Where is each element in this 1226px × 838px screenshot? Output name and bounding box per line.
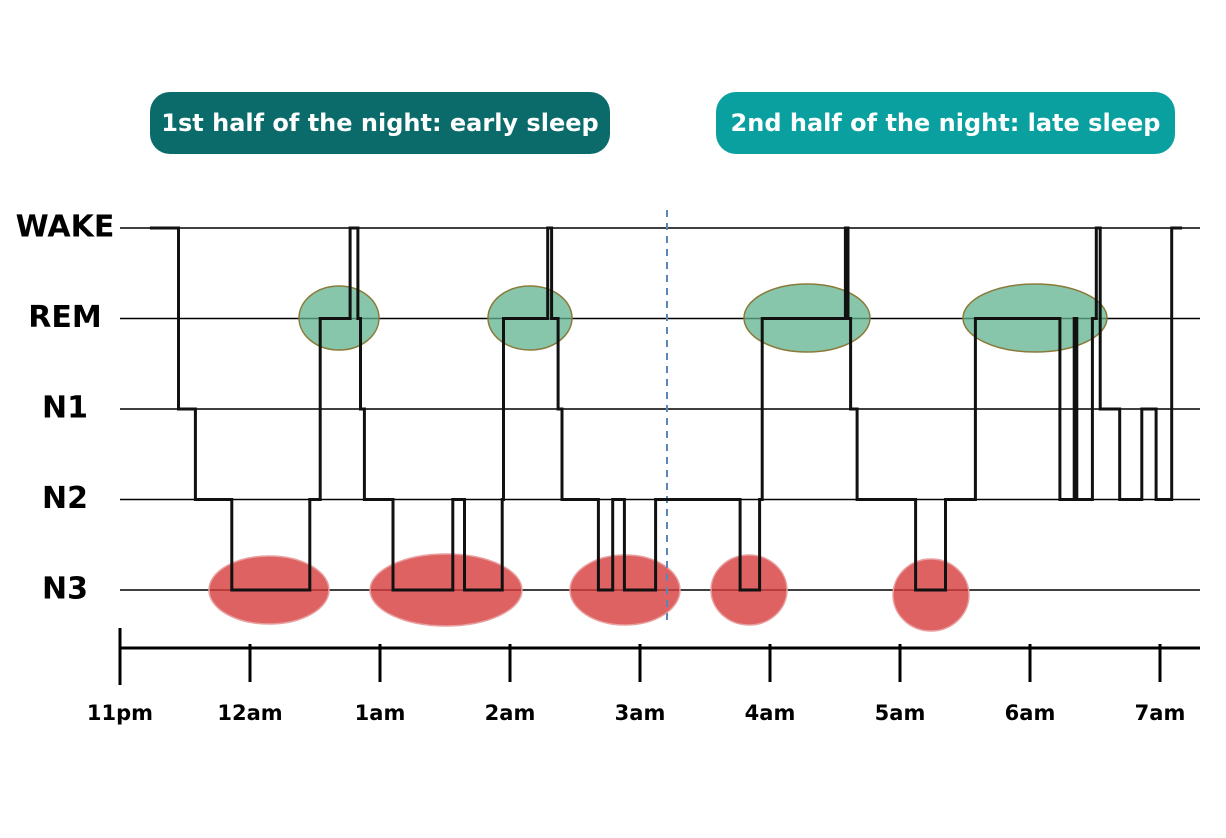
y-tick-label: N2 [42,481,88,516]
annotation-pill: 2nd half of the night: late sleep [716,92,1175,154]
y-tick-label: N3 [42,572,88,607]
highlights [208,283,1108,632]
hypnogram-line [149,226,1183,592]
n3-highlight [892,558,970,632]
y-tick-label: N1 [42,391,88,426]
x-tick-label: 4am [745,701,796,725]
x-tick-label: 3am [615,701,666,725]
y-tick-label: WAKE [16,210,115,245]
x-tick-label: 11pm [87,701,153,725]
x-tick-label: 2am [485,701,536,725]
x-tick-label: 6am [1005,701,1056,725]
y-tick-label: REM [28,300,101,335]
x-tick-label: 7am [1135,701,1186,725]
x-tick-label: 5am [875,701,926,725]
grid [120,227,1200,591]
annotation-pill: 1st half of the night: early sleep [150,92,610,154]
x-tick-label: 1am [355,701,406,725]
x-tick-label: 12am [217,701,282,725]
